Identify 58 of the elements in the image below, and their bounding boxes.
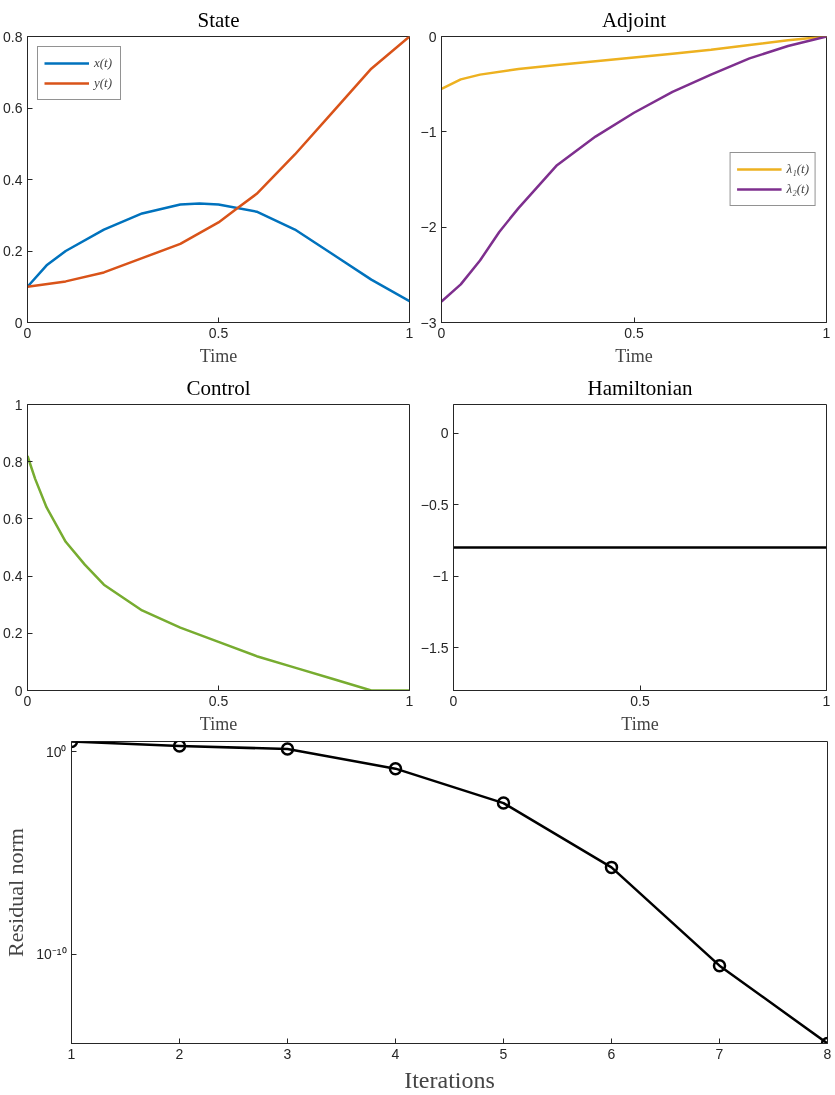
y-tick-label: −2: [420, 219, 437, 236]
x-tick-label: 1: [822, 324, 831, 341]
legend-label: λ₂(t): [786, 181, 809, 197]
line-series: [27, 36, 410, 288]
chart-title: Control: [186, 375, 251, 400]
y-tick-label: 0.4: [3, 171, 23, 188]
y-tick-label: −1: [432, 568, 449, 585]
x-tick-label: 7: [715, 1045, 724, 1062]
x-tick-label: 8: [823, 1045, 832, 1062]
x-axis-title: Iterations: [404, 1066, 495, 1093]
line-series: [441, 36, 827, 303]
y-tick-label: −1: [420, 123, 437, 140]
x-tick-label: 4: [391, 1045, 400, 1062]
point: [172, 741, 187, 753]
y-tick-label: 0: [428, 28, 437, 45]
line-series: [27, 202, 410, 303]
point: [604, 860, 619, 875]
point: [388, 761, 403, 776]
y-tick-label: 0.6: [3, 100, 23, 116]
point: [496, 796, 511, 810]
point: [712, 958, 727, 973]
y-tick-label: 10⁻¹⁰: [36, 946, 67, 963]
y-tick-label: 0.6: [3, 510, 23, 527]
y-tick-label: 0.2: [3, 243, 23, 259]
y-tick-label: 0: [440, 425, 449, 442]
x-axis-title: Time: [199, 713, 238, 734]
x-tick-label: 3: [283, 1045, 292, 1062]
x-axis-title: Time: [615, 345, 653, 366]
chart-title: Adjoint: [601, 7, 667, 32]
y-tick-label: −0.5: [420, 496, 449, 513]
y-tick-label: 0.2: [3, 625, 23, 642]
chart-title: Hamiltonian: [587, 375, 693, 400]
x-axis-title: Time: [199, 345, 238, 366]
y-tick-label: 10⁰: [45, 744, 67, 760]
legend-label: y(t): [94, 75, 114, 91]
x-axis-title: Time: [621, 713, 659, 734]
x-tick-label: 1: [405, 692, 414, 709]
x-tick-label: 0.5: [208, 324, 229, 341]
x-tick-label: 1: [822, 692, 831, 709]
x-tick-label: 0.5: [624, 324, 644, 341]
chart-title: State: [197, 7, 240, 32]
line-series: [71, 741, 828, 1044]
x-tick-label: 2: [175, 1045, 184, 1062]
x-tick-label: 0.5: [630, 692, 650, 709]
y-tick-label: 1: [14, 396, 23, 413]
legend-label: λ₁(t): [786, 161, 809, 177]
legend-label: x(t): [94, 55, 114, 71]
y-tick-label: 0.4: [3, 568, 23, 585]
x-tick-label: 6: [607, 1045, 616, 1062]
x-tick-label: 1: [405, 324, 414, 341]
x-tick-label: 5: [499, 1045, 508, 1062]
y-axis-title: Residual norm: [3, 828, 29, 957]
y-tick-label: 0.8: [3, 453, 23, 470]
point: [280, 742, 295, 756]
y-tick-label: −1.5: [420, 639, 449, 656]
x-tick-label: 0.5: [208, 692, 229, 709]
y-tick-label: −3: [420, 314, 437, 331]
y-tick-label: 0.8: [3, 28, 23, 45]
